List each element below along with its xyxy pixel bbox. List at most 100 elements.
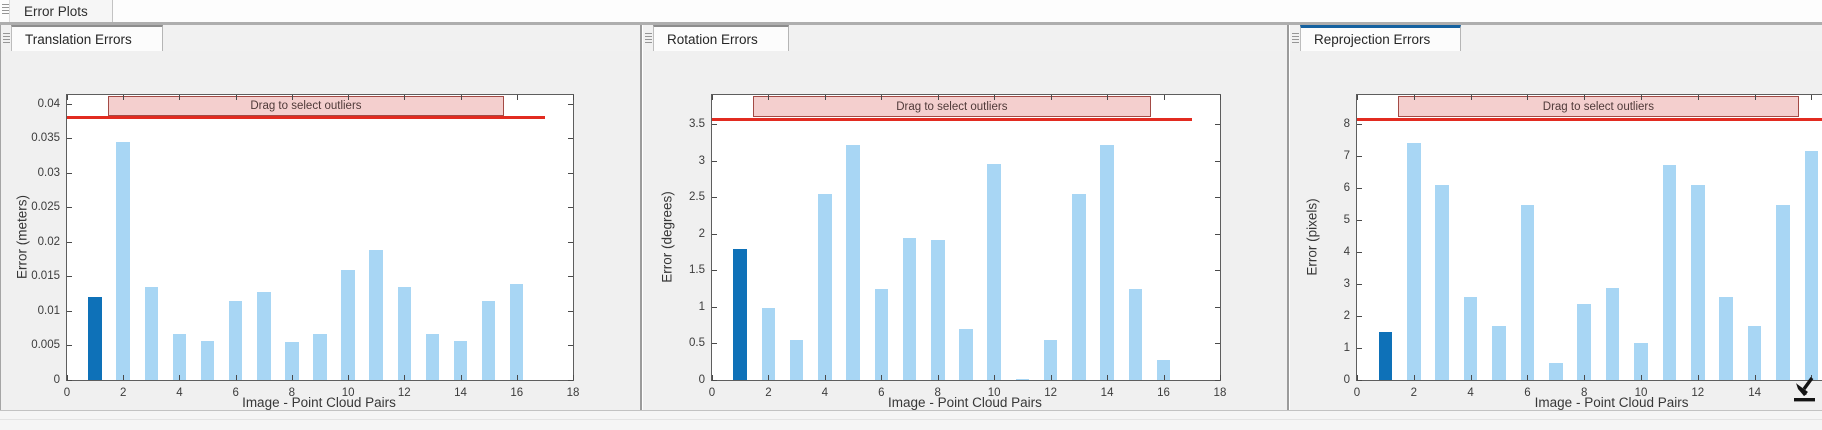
- bar-pair-15[interactable]: [1776, 205, 1790, 380]
- y-tick-label: 5: [1343, 213, 1350, 226]
- bar-pair-5[interactable]: [200, 341, 215, 380]
- x-tick-label: 8: [1580, 387, 1588, 399]
- x-tick-mark: [1697, 375, 1699, 380]
- bar-pair-7[interactable]: [902, 237, 917, 380]
- bar-pair-1[interactable]: [88, 297, 102, 380]
- bar-pair-10[interactable]: [1634, 342, 1648, 380]
- dock-arrow-icon[interactable]: [1791, 375, 1821, 407]
- bar-pair-9[interactable]: [313, 333, 327, 380]
- x-tick-mark: [824, 95, 826, 100]
- bar-pair-1[interactable]: [1378, 331, 1393, 380]
- outlier-selection-band[interactable]: Drag to select outliers: [1398, 96, 1799, 118]
- x-tick-mark: [348, 375, 350, 380]
- bar-pair-11[interactable]: [1662, 165, 1677, 380]
- bar-pair-14[interactable]: [1747, 325, 1762, 380]
- tab-translation-errors[interactable]: Translation Errors: [11, 25, 163, 51]
- y-tick-mark: [1214, 306, 1220, 308]
- y-tick-mark: [567, 241, 573, 243]
- bar-pair-9[interactable]: [1605, 288, 1620, 380]
- x-tick-mark: [994, 375, 996, 380]
- x-tick-mark: [516, 95, 518, 100]
- dock-grip-icon[interactable]: [2, 4, 9, 14]
- bar-pair-13[interactable]: [1719, 296, 1733, 380]
- bar-pair-11[interactable]: [369, 249, 383, 380]
- bar-pair-6[interactable]: [228, 300, 243, 380]
- bar-pair-6[interactable]: [874, 288, 889, 380]
- tab-reprojection-errors[interactable]: Reprojection Errors: [1300, 25, 1462, 51]
- bar-pair-3[interactable]: [144, 286, 159, 380]
- y-tick-mark: [567, 172, 573, 174]
- x-tick-mark: [1527, 95, 1529, 100]
- panel-splitter[interactable]: [640, 25, 642, 410]
- panel-reprojection-errors: Reprojection Errors Drag to select outlie…: [1290, 25, 1822, 410]
- x-axis-label: Image - Point Cloud Pairs: [888, 395, 1042, 410]
- x-tick-mark: [712, 375, 713, 380]
- y-tick-mark: [712, 124, 717, 126]
- x-tick-mark: [1107, 375, 1109, 380]
- y-tick-label: 6: [1343, 181, 1350, 194]
- bar-pair-12[interactable]: [397, 286, 412, 380]
- threshold-line[interactable]: [712, 117, 1192, 121]
- y-tick-mark: [67, 103, 72, 105]
- bar-pair-5[interactable]: [846, 144, 860, 380]
- panel-drag-grip-icon[interactable]: [1292, 33, 1299, 43]
- bar-pair-8[interactable]: [285, 342, 299, 380]
- bar-pair-15[interactable]: [1128, 288, 1143, 380]
- bar-pair-2[interactable]: [1406, 143, 1421, 380]
- x-tick-label: 0: [63, 387, 71, 399]
- bar-pair-13[interactable]: [1072, 193, 1086, 380]
- bar-pair-4[interactable]: [172, 333, 187, 380]
- bar-pair-4[interactable]: [818, 193, 832, 380]
- x-tick-label: 8: [288, 387, 296, 399]
- y-tick-label: 0: [53, 374, 60, 386]
- tab-error-plots[interactable]: Error Plots: [9, 0, 113, 22]
- outlier-selection-band[interactable]: Drag to select outliers: [107, 96, 505, 116]
- y-tick-label: 2: [698, 227, 705, 240]
- x-tick-label: 4: [176, 387, 183, 399]
- y-tick-label: 0: [698, 374, 705, 386]
- x-tick-mark: [712, 95, 713, 100]
- threshold-line[interactable]: [67, 116, 545, 120]
- bar-pair-16[interactable]: [510, 284, 524, 380]
- bar-pair-11[interactable]: [1015, 378, 1030, 380]
- y-tick-mark: [712, 306, 717, 308]
- bar-pair-16[interactable]: [1804, 151, 1819, 380]
- y-tick-label: 0.025: [31, 201, 60, 214]
- bar-pair-16[interactable]: [1156, 360, 1171, 380]
- bar-pair-3[interactable]: [789, 339, 804, 380]
- bar-pair-8[interactable]: [930, 240, 945, 380]
- x-tick-mark: [179, 375, 181, 380]
- bar-pair-15[interactable]: [481, 300, 496, 380]
- y-tick-mark: [67, 276, 72, 278]
- y-tick-mark: [712, 380, 717, 381]
- tab-rotation-errors[interactable]: Rotation Errors: [653, 25, 789, 51]
- threshold-line[interactable]: [1357, 117, 1822, 121]
- bar-pair-2[interactable]: [761, 308, 776, 380]
- bar-pair-3[interactable]: [1435, 184, 1449, 380]
- bar-pair-12[interactable]: [1043, 339, 1058, 380]
- x-tick-label: 2: [1410, 387, 1417, 399]
- bar-pair-8[interactable]: [1577, 304, 1591, 380]
- bar-pair-6[interactable]: [1520, 205, 1535, 380]
- bar-pair-10[interactable]: [341, 269, 355, 380]
- bar-pair-7[interactable]: [257, 292, 271, 380]
- bar-pair-14[interactable]: [453, 341, 468, 380]
- bar-pair-1[interactable]: [733, 249, 747, 380]
- panel-drag-grip-icon[interactable]: [645, 33, 652, 43]
- bar-pair-5[interactable]: [1492, 325, 1506, 380]
- y-axis-label: Error (meters): [14, 194, 29, 279]
- bar-pair-12[interactable]: [1690, 184, 1705, 380]
- bar-pair-4[interactable]: [1463, 296, 1478, 380]
- bar-pair-2[interactable]: [116, 141, 130, 380]
- bar-pair-13[interactable]: [425, 333, 440, 380]
- x-tick-mark: [235, 95, 237, 100]
- outlier-selection-band[interactable]: Drag to select outliers: [752, 96, 1151, 118]
- panel-splitter[interactable]: [1287, 25, 1289, 410]
- panel-drag-grip-icon[interactable]: [3, 33, 10, 43]
- x-tick-mark: [1357, 95, 1358, 100]
- document-tab-strip: Error Plots: [0, 0, 1822, 22]
- bar-pair-10[interactable]: [987, 163, 1001, 380]
- bar-pair-9[interactable]: [959, 328, 973, 380]
- bar-pair-7[interactable]: [1548, 363, 1563, 380]
- bar-pair-14[interactable]: [1100, 144, 1114, 380]
